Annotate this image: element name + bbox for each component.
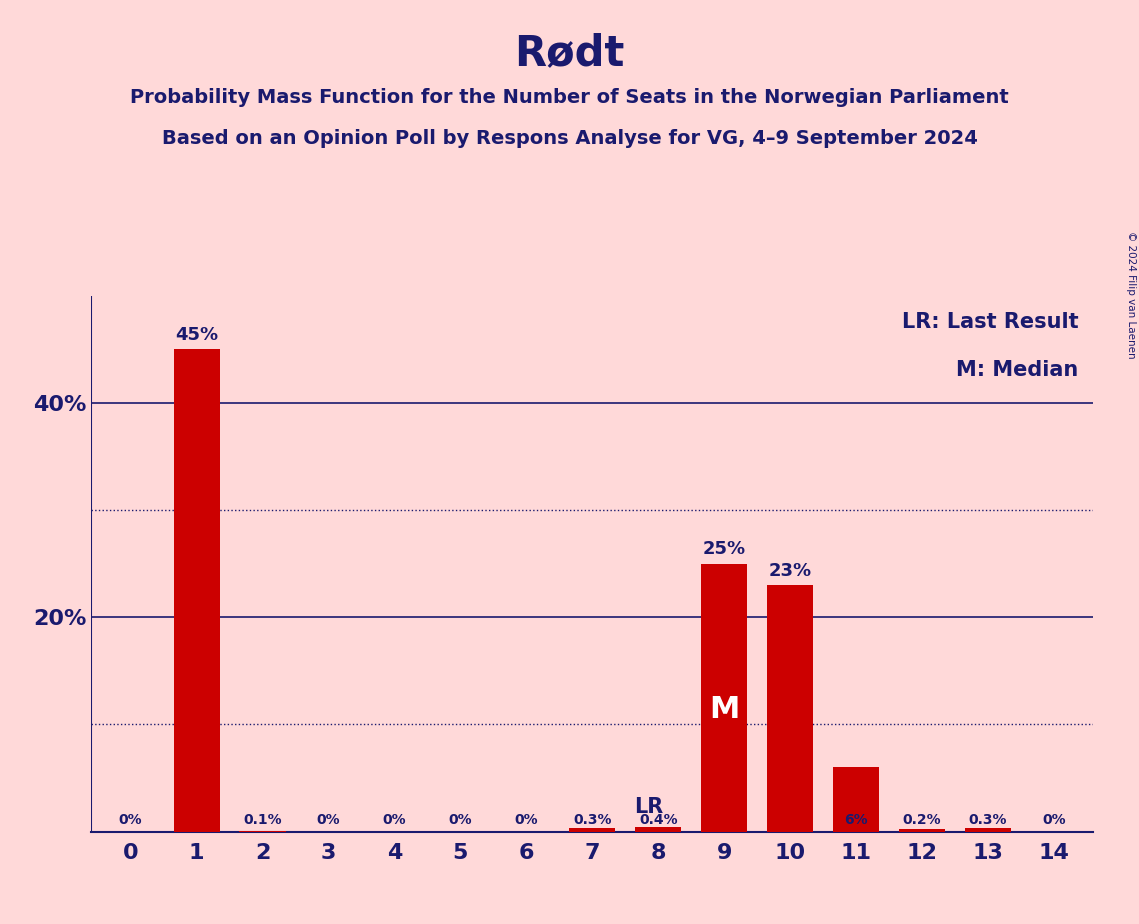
Text: 45%: 45% [175, 326, 219, 344]
Text: Based on an Opinion Poll by Respons Analyse for VG, 4–9 September 2024: Based on an Opinion Poll by Respons Anal… [162, 129, 977, 149]
Text: 0%: 0% [317, 813, 341, 827]
Text: 0%: 0% [449, 813, 473, 827]
Text: Rødt: Rødt [515, 32, 624, 74]
Text: M: M [708, 695, 739, 724]
Text: 0%: 0% [118, 813, 142, 827]
Text: Probability Mass Function for the Number of Seats in the Norwegian Parliament: Probability Mass Function for the Number… [130, 88, 1009, 107]
Text: 0.3%: 0.3% [573, 813, 612, 827]
Text: 0.4%: 0.4% [639, 813, 678, 827]
Text: LR: Last Result: LR: Last Result [902, 311, 1079, 332]
Bar [767, 585, 813, 832]
Bar [173, 349, 220, 832]
Bar [965, 829, 1011, 832]
Text: 0.2%: 0.2% [903, 813, 941, 827]
Text: 0.3%: 0.3% [968, 813, 1007, 827]
Text: © 2024 Filip van Laenen: © 2024 Filip van Laenen [1126, 231, 1136, 359]
Bar [570, 829, 615, 832]
Bar [636, 827, 681, 832]
Text: 0%: 0% [515, 813, 538, 827]
Text: LR: LR [633, 796, 663, 817]
Bar [702, 564, 747, 832]
Text: M: Median: M: Median [956, 360, 1079, 380]
Text: 0.1%: 0.1% [244, 813, 281, 827]
Text: 6%: 6% [844, 813, 868, 827]
Text: 0%: 0% [383, 813, 407, 827]
Text: 23%: 23% [769, 562, 812, 579]
Bar [899, 830, 945, 832]
Bar [833, 767, 879, 832]
Text: 0%: 0% [1042, 813, 1066, 827]
Bar [239, 831, 286, 832]
Text: 25%: 25% [703, 541, 746, 558]
